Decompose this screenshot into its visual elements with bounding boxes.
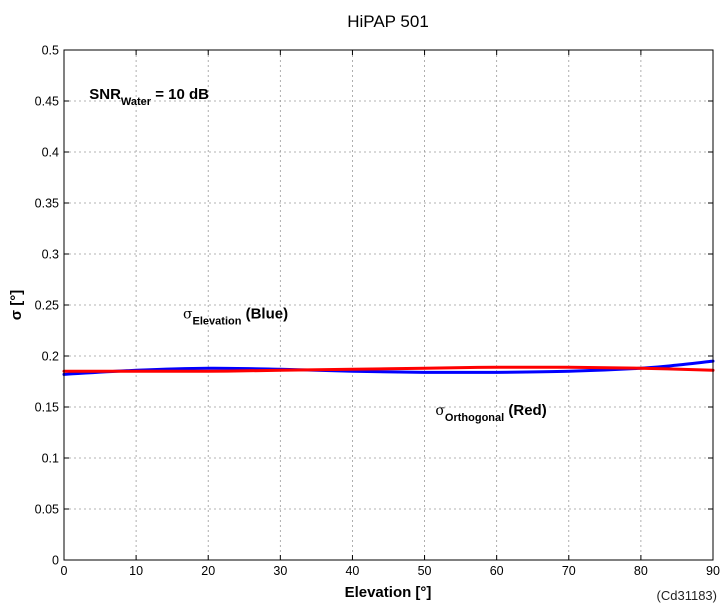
elevation-series-label: σElevation (Blue) [183, 305, 288, 327]
x-tick-label: 10 [129, 564, 143, 578]
elevation-label-subscript: Elevation [193, 315, 242, 327]
y-tick-label: 0.2 [42, 350, 59, 364]
x-tick-label: 70 [562, 564, 576, 578]
snr-annotation-subscript: Water [121, 96, 152, 108]
y-tick-label: 0.1 [42, 452, 59, 466]
y-axis-label: σ [°] [8, 290, 25, 320]
elevation-label-tail: (Blue) [241, 305, 288, 322]
y-tick-label: 0 [52, 554, 59, 568]
y-tick-label: 0.25 [35, 299, 59, 313]
y-tick-labels: 0 0.05 0.1 0.15 0.2 0.25 0.3 0.35 0.4 0.45 0.5 [35, 44, 59, 568]
orthogonal-label-subscript: Orthogonal [445, 412, 504, 424]
x-tick-labels: 0 10 20 30 40 50 60 70 80 90 [61, 564, 720, 578]
x-tick-label: 30 [273, 564, 287, 578]
orthogonal-label-sigma: σ [435, 403, 445, 419]
snr-annotation-main: SNR [89, 86, 121, 103]
x-tick-label: 60 [490, 564, 504, 578]
y-tick-label: 0.45 [35, 95, 59, 109]
tick-marks [63, 49, 714, 561]
x-tick-label: 0 [61, 564, 68, 578]
x-tick-label: 20 [201, 564, 215, 578]
orthogonal-series-label: σOrthogonal (Red) [435, 402, 546, 424]
elevation-label-sigma: σ [183, 306, 193, 322]
series-layer [62, 359, 715, 376]
y-tick-label: 0.3 [42, 248, 59, 262]
x-tick-label: 40 [345, 564, 359, 578]
snr-annotation: SNRWater = 10 dB [89, 86, 209, 108]
x-tick-label: 50 [418, 564, 432, 578]
x-tick-label: 80 [634, 564, 648, 578]
y-tick-label: 0.05 [35, 503, 59, 517]
red-series-line [62, 365, 715, 373]
y-tick-label: 0.5 [42, 44, 59, 58]
y-tick-label: 0.35 [35, 197, 59, 211]
x-axis-label: Elevation [°] [345, 584, 432, 601]
x-tick-label: 90 [706, 564, 720, 578]
orthogonal-label-tail: (Red) [504, 402, 546, 419]
grid-lines [64, 50, 713, 560]
y-tick-label: 0.4 [42, 146, 59, 160]
figure-id: (Cd31183) [657, 588, 717, 603]
chart-title: HiPAP 501 [347, 12, 429, 31]
y-tick-label: 0.15 [35, 401, 59, 415]
snr-annotation-tail: = 10 dB [151, 86, 209, 103]
